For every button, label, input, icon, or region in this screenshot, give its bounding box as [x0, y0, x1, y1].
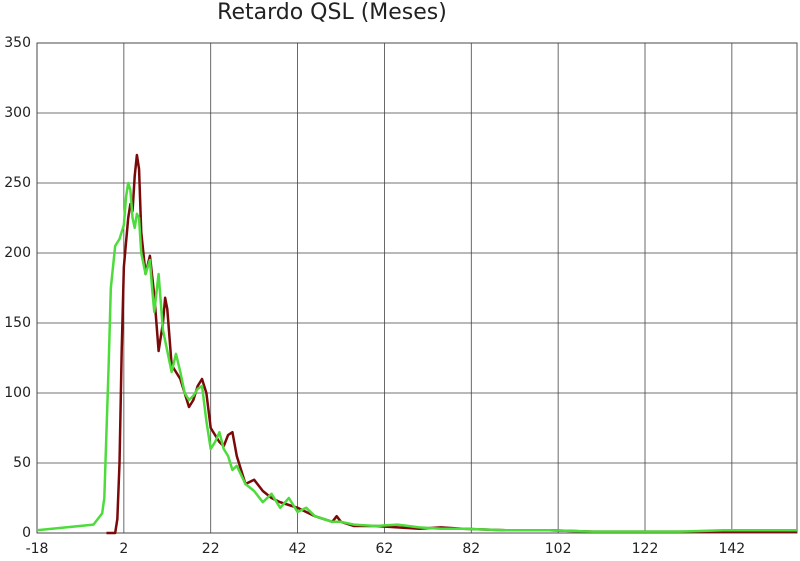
y-tick-label: 50: [13, 455, 31, 471]
y-tick-label: 200: [4, 245, 31, 261]
x-tick-label: 82: [462, 541, 480, 557]
y-tick-label: 0: [22, 525, 31, 541]
x-tick-label: 42: [289, 541, 307, 557]
plot-area: [36, 42, 798, 534]
x-tick-label: 102: [545, 541, 572, 557]
y-tick-label: 350: [4, 35, 31, 51]
y-tick-label: 250: [4, 175, 31, 191]
y-tick-label: 100: [4, 385, 31, 401]
x-tick-label: 122: [632, 541, 659, 557]
y-tick-label: 150: [4, 315, 31, 331]
x-tick-label: 142: [718, 541, 745, 557]
x-tick-label: 2: [119, 541, 128, 557]
x-tick-label: -18: [26, 541, 49, 557]
x-tick-label: 22: [202, 541, 220, 557]
series-line: [36, 181, 797, 533]
x-tick-label: 62: [376, 541, 394, 557]
chart-title: Retardo QSL (Meses): [217, 0, 447, 25]
series-line: [106, 153, 797, 535]
y-tick-label: 300: [4, 105, 31, 121]
